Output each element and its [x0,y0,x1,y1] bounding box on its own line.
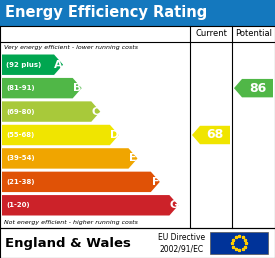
Text: F: F [152,177,159,187]
Text: 68: 68 [206,128,224,141]
Text: England & Wales: England & Wales [5,237,131,249]
Polygon shape [2,195,178,215]
Polygon shape [2,125,119,145]
Polygon shape [2,54,63,75]
Text: Potential: Potential [235,29,272,38]
Text: Energy Efficiency Rating: Energy Efficiency Rating [5,5,207,20]
Text: 86: 86 [249,82,266,95]
FancyBboxPatch shape [210,232,268,254]
Polygon shape [192,126,230,144]
Polygon shape [2,172,160,192]
Text: D: D [110,130,119,140]
Text: B: B [73,83,81,93]
Text: Very energy efficient - lower running costs: Very energy efficient - lower running co… [4,45,138,50]
FancyBboxPatch shape [0,0,275,26]
Text: Not energy efficient - higher running costs: Not energy efficient - higher running co… [4,220,138,225]
Text: (81-91): (81-91) [6,85,35,91]
Text: G: G [169,200,178,210]
FancyBboxPatch shape [0,228,275,258]
Text: (21-38): (21-38) [6,179,34,185]
Polygon shape [2,78,82,98]
Polygon shape [2,148,138,169]
Text: C: C [92,107,100,117]
Text: E: E [129,154,137,163]
Text: (39-54): (39-54) [6,155,35,162]
Text: (92 plus): (92 plus) [6,62,41,68]
Text: Current: Current [195,29,227,38]
Text: A: A [54,60,63,70]
Polygon shape [2,101,100,122]
Text: (55-68): (55-68) [6,132,34,138]
Text: (69-80): (69-80) [6,109,34,115]
Text: (1-20): (1-20) [6,202,30,208]
Text: EU Directive
2002/91/EC: EU Directive 2002/91/EC [158,233,206,253]
Polygon shape [234,79,273,97]
